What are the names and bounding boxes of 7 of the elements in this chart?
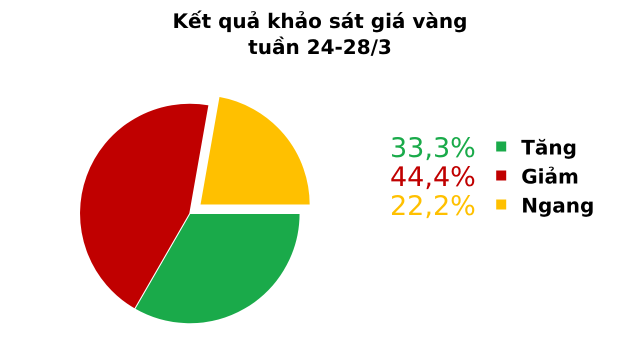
chart-title: Kết quả khảo sát giá vàng tuần 24-28/3 <box>172 8 468 59</box>
legend-label: Tăng <box>521 135 577 160</box>
legend-label: Ngang <box>521 193 594 218</box>
data-label: 33,3% <box>390 133 476 164</box>
data-label: 22,2% <box>390 191 476 222</box>
legend-label: Giảm <box>521 164 579 188</box>
data-label: 44,4% <box>390 162 476 193</box>
